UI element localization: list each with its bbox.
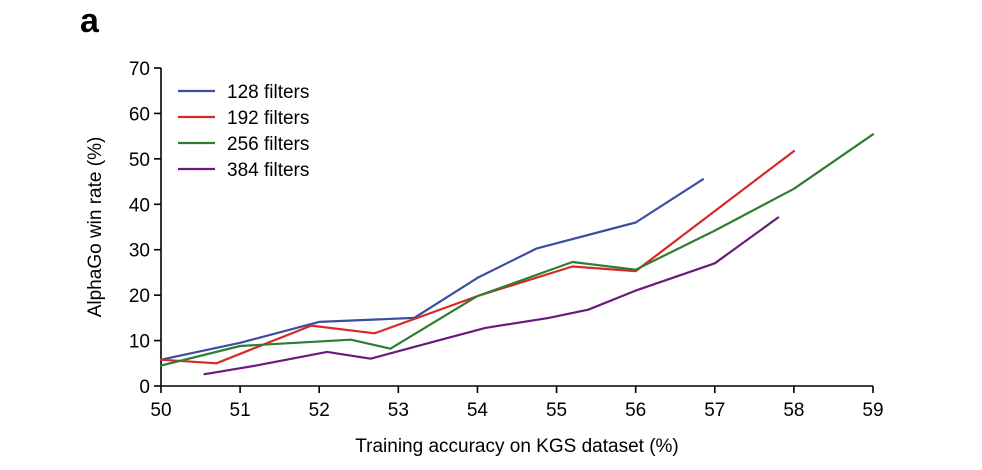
x-tick-label: 59 [862,400,883,421]
x-tick-label: 51 [230,400,251,421]
y-tick-label: 40 [129,195,150,216]
x-tick-label: 54 [467,400,489,421]
y-tick-label: 60 [129,104,150,125]
axes: 0 10 20 30 40 50 60 70 50 51 52 53 54 55 56 57 58 59 Train… [85,59,884,457]
y-tick-label: 0 [139,377,150,398]
x-tick-label: 58 [783,400,804,421]
y-tick-label: 20 [129,286,150,307]
series-line-128-filters [159,178,705,361]
panel-label: a [80,2,99,40]
series-line-256-filters [159,133,875,367]
x-tick-label: 53 [388,400,409,421]
y-tick-label: 30 [129,241,150,262]
legend-label-192-filters: 192 filters [227,108,309,129]
y-tick-label: 70 [129,59,150,80]
x-tick-label: 56 [625,400,646,421]
legend-label-128-filters: 128 filters [227,82,309,103]
x-tick-label: 57 [704,400,725,421]
series-layer [159,133,875,376]
x-axis-label: Training accuracy on KGS dataset (%) [355,436,679,457]
y-tick-label: 10 [129,332,150,353]
y-axis-label: AlphaGo win rate (%) [85,137,106,318]
y-tick-label: 50 [129,150,150,171]
series-line-384-filters [203,216,780,376]
legend-label-384-filters: 384 filters [227,160,309,181]
x-tick-label: 52 [309,400,330,421]
series-line-192-filters [159,150,796,365]
legend-label-256-filters: 256 filters [227,134,309,155]
x-tick-label: 50 [150,400,171,421]
x-tick-label: 55 [546,400,567,421]
legend: 128 filters 192 filters 256 filters 384 fil… [178,82,309,181]
